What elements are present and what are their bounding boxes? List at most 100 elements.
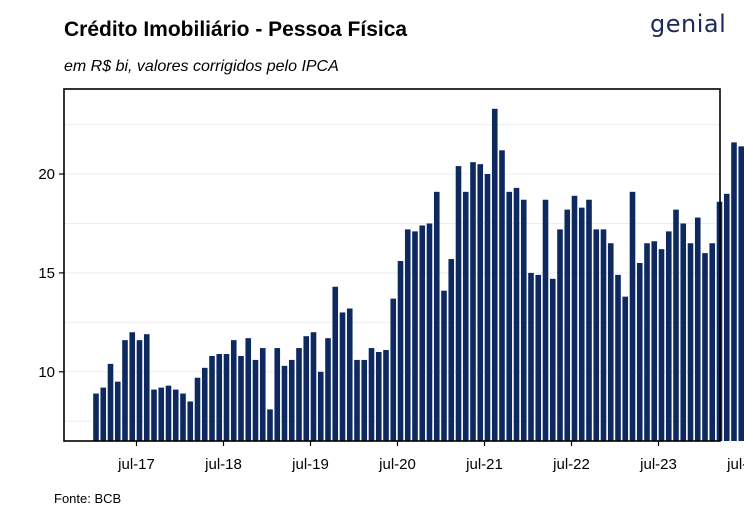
bar [332,286,339,441]
bar [165,385,172,441]
y-tick-label: 10 [38,364,55,381]
bar [143,334,150,441]
bars [93,108,744,442]
x-tick-label: jul-18 [204,456,242,473]
bar [136,340,143,441]
bar [629,191,636,441]
bar [535,274,542,441]
bar [317,371,324,441]
chart-title: Crédito Imobiliário - Pessoa Física [64,18,408,41]
x-tick-label: jul-17 [117,456,155,473]
bar [383,350,389,441]
bar [709,243,716,441]
bar [216,353,223,441]
bar [448,259,455,441]
plot-frame [63,88,721,442]
bar [607,243,614,441]
bar [180,393,186,441]
x-tick-label: jul-21 [465,456,503,473]
bar [107,363,114,441]
bar [267,409,273,441]
x-axis: jul-17 jul-18 jul-19 jul-20 jul-21 jul-22 jul-… [117,441,744,473]
y-tick-label: 20 [38,166,55,183]
bar [114,381,121,441]
bar [194,377,201,441]
bar [636,263,643,441]
x-tick-label: jul-23 [639,456,677,473]
bar [520,199,527,441]
bar [375,352,382,441]
bar [397,261,404,441]
bar [622,296,629,441]
bar [499,150,505,442]
y-tick-label: 15 [38,265,55,282]
source-note: Fonte: BCB [54,491,122,506]
bar [433,191,440,441]
bar [564,209,571,441]
bar [723,193,730,441]
bar [325,338,331,441]
chart-subtitle: em R$ bi, valores corrigidos pelo IPCA [64,58,339,75]
bar [673,209,679,441]
bar [274,348,281,441]
bar [390,298,397,441]
x-tick-label: jul-19 [291,456,329,473]
bar [288,359,295,441]
x-tick-label: jul-22 [552,456,590,473]
bar [172,389,179,441]
bar [687,243,694,441]
bar [571,195,578,441]
x-tick-label: jul-20 [378,456,416,473]
bar [122,340,128,441]
bar [361,359,368,441]
bar [738,146,744,441]
bar [702,253,708,441]
bar [470,162,476,442]
bar [223,353,230,441]
bar [578,207,585,441]
bar [593,229,600,441]
bar [549,278,556,441]
bar [426,223,433,441]
bar [694,217,701,441]
x-tick-label: jul-24 [726,456,744,473]
bar [310,332,317,441]
bar [368,348,375,441]
bar [209,355,215,441]
bar [129,332,136,441]
bar [680,223,687,441]
bar [455,166,462,441]
logo-text: genial [650,10,727,38]
bar [158,387,165,441]
genial-logo: genial [650,10,726,38]
bar [644,243,650,441]
bar [615,274,621,441]
bar [281,365,288,441]
bar [542,199,549,441]
bar [259,348,266,441]
bar [346,308,353,441]
bar [245,338,252,441]
bar [412,231,418,441]
bar [187,401,194,441]
y-axis: 10 15 20 [38,166,64,381]
bar [528,272,534,441]
bar [252,359,259,441]
bar [477,164,484,441]
bar [419,225,426,441]
bar [491,108,498,441]
bar [484,174,491,441]
bar [506,191,513,441]
bar [201,367,208,441]
bar [651,241,658,441]
bar [339,312,346,441]
bar [665,231,672,441]
bar [513,187,520,441]
bar [600,229,607,441]
bar [93,393,99,441]
bar [296,348,302,441]
bar [557,229,563,441]
bar [586,199,592,441]
bar [100,387,107,441]
